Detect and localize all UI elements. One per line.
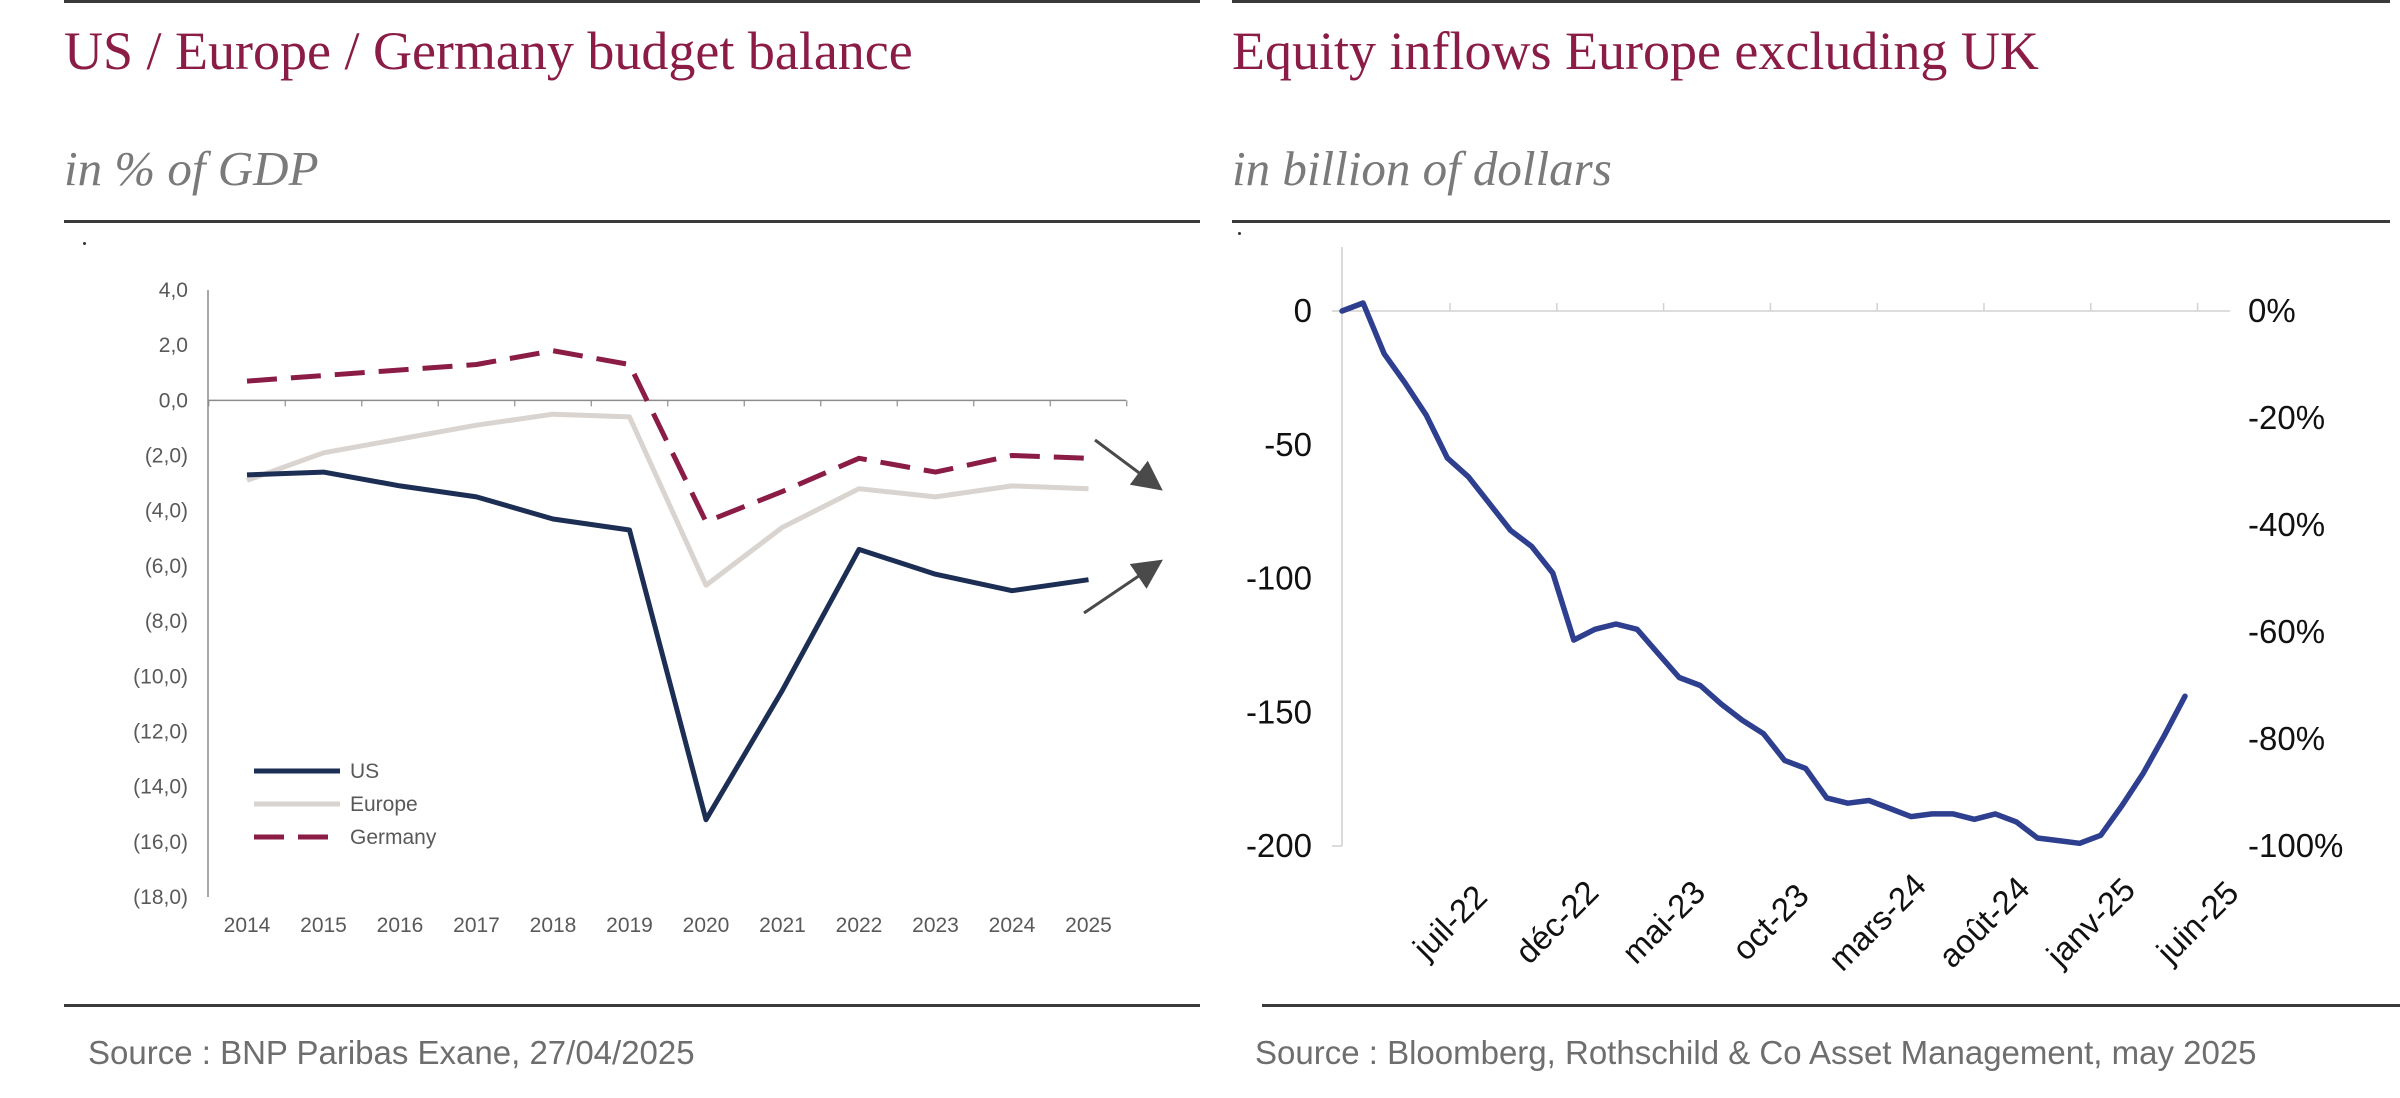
marker-dot (83, 242, 86, 245)
series-line-europe (246, 411, 1089, 588)
chart-title: Equity inflows Europe excluding UK (1232, 21, 2039, 81)
chart-legend: US Europe Germany (254, 760, 437, 849)
arrow-up-right (1083, 559, 1163, 615)
y-tick-label-right: 0% (2248, 292, 2296, 329)
chart-axes: 4,0 2,0 0,0 (2,0) (4,0) (6,0) (8,0) (10,0) (12,0… (133, 279, 1128, 937)
x-tick-label: 2020 (683, 914, 730, 937)
chart-title: US / Europe / Germany budget balance (64, 21, 913, 81)
chart-series (1339, 300, 2188, 847)
x-tick-label: 2025 (1065, 914, 1112, 937)
x-tick-label: 2015 (300, 914, 347, 937)
y-tick-label-right: -20% (2248, 399, 2325, 436)
x-tick-label: 2017 (453, 914, 500, 937)
y-tick-label-left: -100 (1246, 560, 1312, 597)
y-tick-label-left: -150 (1246, 693, 1312, 730)
x-tick-label: 2018 (530, 914, 577, 937)
equity-inflows-panel: Equity inflows Europe excluding UK in bi… (1210, 0, 2400, 1098)
x-tick-label: mai-23 (1615, 873, 1712, 970)
y-tick-label: (14,0) (133, 776, 188, 799)
y-tick-label: (10,0) (133, 665, 188, 688)
header-rule (64, 220, 1200, 223)
y-tick-label-right: -40% (2248, 506, 2325, 543)
x-tick-label: mars-24 (1821, 866, 1933, 978)
x-tick-label: 2016 (377, 914, 424, 937)
budget-balance-panel: US / Europe / Germany budget balance in … (64, 0, 1200, 1071)
x-tick-label: 2023 (912, 914, 959, 937)
y-tick-label-left: -200 (1246, 827, 1312, 864)
x-tick-label: janv-25 (2039, 871, 2142, 974)
y-tick-label: (6,0) (145, 555, 188, 578)
footer-rule (64, 1004, 1200, 1007)
marker-dot (1238, 232, 1241, 235)
y-tick-label: 4,0 (159, 279, 188, 302)
header-rule (1232, 220, 2390, 223)
y-tick-label-right: -60% (2248, 613, 2325, 650)
y-tick-label-right: -100% (2248, 827, 2343, 864)
footer-rule (1262, 1004, 2400, 1007)
series-line-germany (246, 348, 1089, 525)
chart-subtitle: in billion of dollars (1232, 141, 1612, 196)
y-tick-label-right: -80% (2248, 720, 2325, 757)
series-line-us (246, 469, 1089, 823)
equity-inflows-chart: 0-50-100-150-2000%-20%-40%-60%-80%-100%j… (1246, 247, 2343, 978)
legend-label-europe: Europe (350, 793, 418, 816)
chart-series (246, 348, 1089, 823)
y-tick-label: (2,0) (145, 445, 188, 468)
y-tick-label: (12,0) (133, 720, 188, 743)
y-tick-label: (8,0) (145, 610, 188, 633)
y-tick-label: (18,0) (133, 886, 188, 909)
chart-source: Source : Bloomberg, Rothschild & Co Asse… (1255, 1034, 2257, 1071)
chart-source: Source : BNP Paribas Exane, 27/04/2025 (88, 1034, 695, 1071)
y-tick-label: (16,0) (133, 831, 188, 854)
legend-label-germany: Germany (350, 826, 437, 849)
x-tick-label: oct-23 (1725, 876, 1816, 967)
y-tick-label: (4,0) (145, 500, 188, 523)
series-line-inflows (1339, 300, 2188, 847)
x-tick-label: 2014 (224, 914, 271, 937)
arrow-down-right (1094, 438, 1163, 491)
y-tick-label: 2,0 (159, 334, 188, 357)
x-tick-label: 2019 (606, 914, 653, 937)
y-tick-label-left: 0 (1294, 292, 1312, 329)
x-tick-label: 2021 (759, 914, 806, 937)
x-tick-label: juil-22 (1405, 878, 1494, 967)
chart-subtitle: in % of GDP (64, 141, 319, 196)
budget-balance-chart: 4,0 2,0 0,0 (2,0) (4,0) (6,0) (8,0) (10,0) (12,0… (133, 279, 1163, 937)
top-rule (1232, 0, 2390, 3)
x-tick-label: juin-25 (2149, 874, 2246, 971)
legend-label-us: US (350, 760, 379, 783)
x-tick-label: déc-22 (1508, 873, 1606, 971)
y-tick-label: 0,0 (159, 389, 188, 412)
y-tick-label-left: -50 (1264, 426, 1312, 463)
chart-axes: 0-50-100-150-2000%-20%-40%-60%-80%-100%j… (1246, 247, 2343, 978)
chart-annotations (1083, 438, 1163, 615)
x-tick-label: 2024 (989, 914, 1036, 937)
x-tick-label: août-24 (1931, 869, 2036, 974)
top-rule (64, 0, 1200, 3)
x-tick-label: 2022 (836, 914, 883, 937)
